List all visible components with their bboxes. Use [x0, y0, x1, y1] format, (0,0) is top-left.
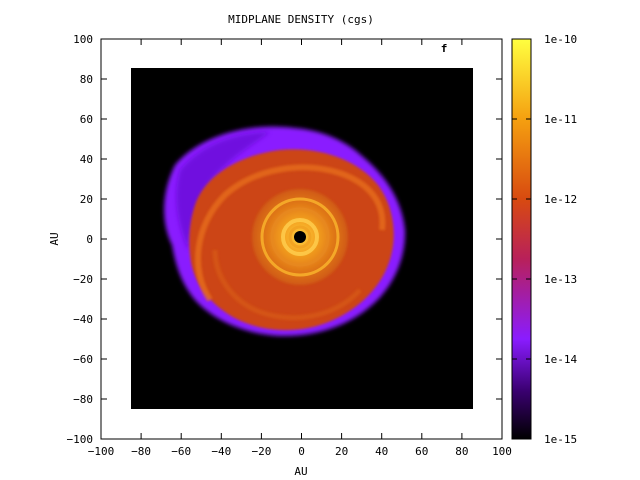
ring-2 — [270, 207, 330, 267]
colorbar-tick-label: 1e-14 — [544, 353, 577, 366]
x-tick-label: 20 — [335, 445, 348, 458]
x-tick-label: 80 — [455, 445, 468, 458]
spiral-arm — [195, 164, 386, 302]
x-tick-label: 100 — [492, 445, 512, 458]
ring-1 — [260, 197, 340, 277]
x-tick-label: −40 — [211, 445, 231, 458]
ring-3 — [281, 218, 319, 256]
disk-image — [164, 126, 406, 336]
colorbar-tick-label: 1e-13 — [544, 273, 577, 286]
colorbar-tick-label: 1e-15 — [544, 433, 577, 446]
violet-wisp — [176, 132, 270, 250]
colorbar-ticks: 1e-15 1e-14 1e-13 1e-12 1e-11 1e-10 — [512, 33, 577, 446]
y-tick-label: −40 — [73, 313, 93, 326]
x-tick-label: −100 — [88, 445, 115, 458]
y-axis-label: AU — [48, 232, 61, 245]
panel-label: f — [441, 42, 448, 55]
x-tick-label: −80 — [131, 445, 151, 458]
colorbar-tick-label: 1e-10 — [544, 33, 577, 46]
spiral-arm-2 — [212, 249, 362, 321]
y-tick-label: 60 — [80, 113, 93, 126]
y-tick-label: −60 — [73, 353, 93, 366]
colorbar-tick-label: 1e-12 — [544, 193, 577, 206]
chart-title: MIDPLANE DENSITY (cgs) — [228, 13, 374, 26]
central-hole — [294, 231, 306, 243]
colorbar-tick-label: 1e-11 — [544, 113, 577, 126]
x-tick-label: 0 — [298, 445, 305, 458]
x-tick-label: −20 — [251, 445, 271, 458]
y-tick-label: 40 — [80, 153, 93, 166]
y-tick-label: −20 — [73, 273, 93, 286]
x-axis-label: AU — [294, 465, 307, 478]
y-tick-label: 20 — [80, 193, 93, 206]
colorbar — [511, 38, 532, 440]
x-tick-label: 60 — [415, 445, 428, 458]
y-tick-label: 100 — [73, 33, 93, 46]
y-tick-label: 0 — [86, 233, 93, 246]
ring-4 — [288, 225, 312, 249]
x-tick-label: −60 — [171, 445, 191, 458]
y-tick-label: −80 — [73, 393, 93, 406]
x-axis-ticks: −100 −80 −60 −40 −20 0 20 40 60 80 100 — [88, 39, 512, 458]
y-tick-label: −100 — [67, 433, 94, 446]
x-tick-label: 40 — [375, 445, 388, 458]
y-axis-ticks: −100 −80 −60 −40 −20 0 20 40 60 80 100 — [67, 33, 502, 446]
y-tick-label: 80 — [80, 73, 93, 86]
